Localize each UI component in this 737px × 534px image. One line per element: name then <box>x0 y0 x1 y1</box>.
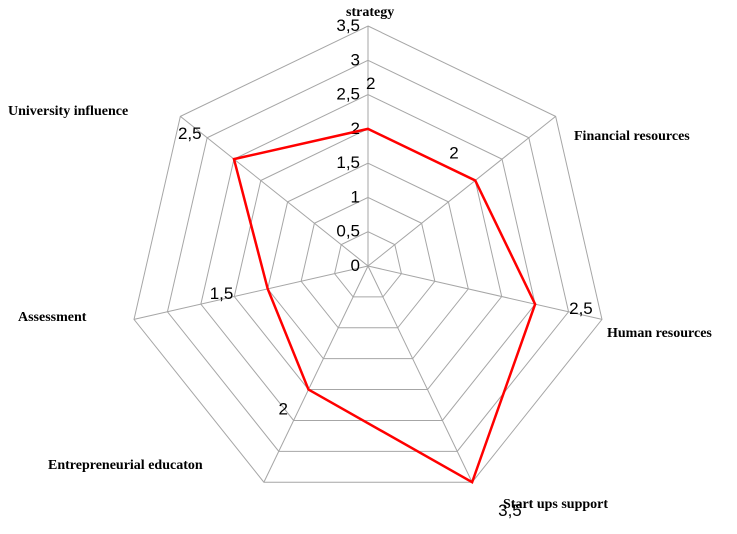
data-label: 3,5 <box>498 501 522 520</box>
spoke-line <box>367 265 473 483</box>
data-labels: 2 2 2,5 3,5 2 1,5 2,5 <box>178 74 593 520</box>
spoke-line <box>180 115 369 267</box>
series-layer <box>232 127 537 485</box>
tick-label: 3,5 <box>336 16 360 35</box>
category-label: Assessment <box>18 310 87 325</box>
spoke-line <box>133 265 369 320</box>
tick-labels: 0 0,5 1 1,5 2 2,5 3 3,5 <box>336 16 360 275</box>
data-label: 2,5 <box>178 124 202 143</box>
grid-ring <box>166 59 570 452</box>
grid-ring <box>233 128 503 391</box>
grid-layer <box>133 25 603 483</box>
spoke-line <box>263 265 369 483</box>
tick-label: 3 <box>351 50 360 69</box>
tick-label: 0 <box>351 256 360 275</box>
category-label: Entrepreneurial educaton <box>48 458 203 473</box>
tick-label: 0,5 <box>336 222 360 241</box>
tick-label: 1 <box>351 187 360 206</box>
spoke-line <box>367 115 556 267</box>
grid-ring <box>300 196 436 329</box>
tick-label: 2,5 <box>336 85 360 104</box>
data-label: 2 <box>366 74 375 93</box>
grid-ring <box>334 231 402 298</box>
spoke-layer <box>133 26 603 483</box>
category-label: University influence <box>8 104 128 119</box>
category-label: Financial resources <box>574 129 690 144</box>
category-labels: strategy Financial resources Human resourc… <box>8 5 712 512</box>
data-label: 2 <box>278 400 287 419</box>
tick-label: 1,5 <box>336 153 360 172</box>
spoke-line <box>367 265 603 320</box>
data-label: 1,5 <box>210 284 234 303</box>
data-label: 2 <box>449 143 458 162</box>
category-label: Start ups support <box>503 497 608 512</box>
grid-ring <box>200 94 536 421</box>
grid-ring <box>133 25 603 483</box>
grid-ring <box>267 162 469 360</box>
category-label: Human resources <box>607 326 712 341</box>
tick-label: 2 <box>351 119 360 138</box>
data-label: 2,5 <box>569 299 593 318</box>
category-label: strategy <box>346 5 394 20</box>
series-line <box>232 127 537 485</box>
